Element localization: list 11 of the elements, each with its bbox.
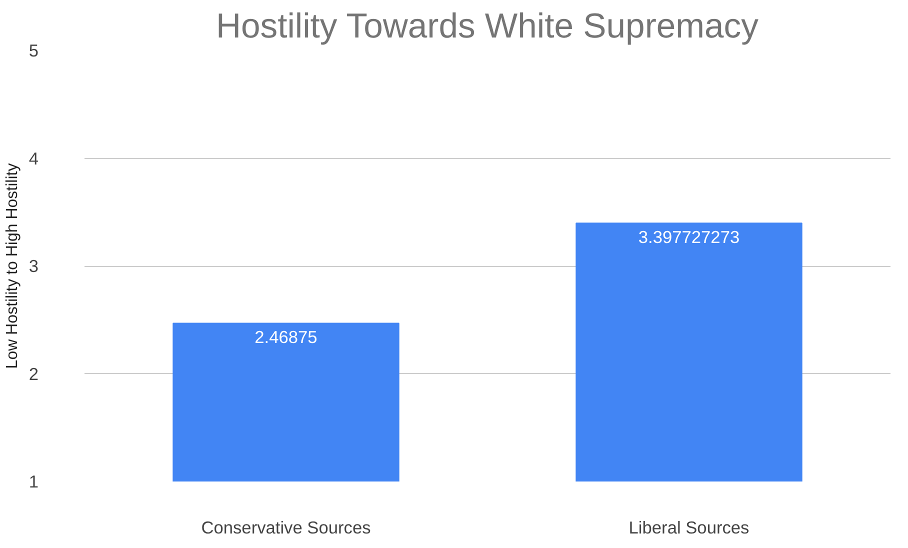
x-tick-label: Conservative Sources xyxy=(201,518,372,538)
y-axis-title: Low Hostility to High Hostility xyxy=(4,163,21,369)
y-tick-label: 2 xyxy=(28,364,39,384)
y-tick-label: 5 xyxy=(28,40,39,60)
data-label: 3.397727273 xyxy=(638,227,740,248)
y-tick-label: 4 xyxy=(28,148,39,168)
chart-title: Hostility Towards White Supremacy xyxy=(216,8,760,46)
x-tick-label: Liberal Sources xyxy=(628,518,750,538)
y-tick-label: 3 xyxy=(28,256,39,276)
y-tick-label: 1 xyxy=(28,472,39,492)
data-label: 2.46875 xyxy=(254,327,318,348)
